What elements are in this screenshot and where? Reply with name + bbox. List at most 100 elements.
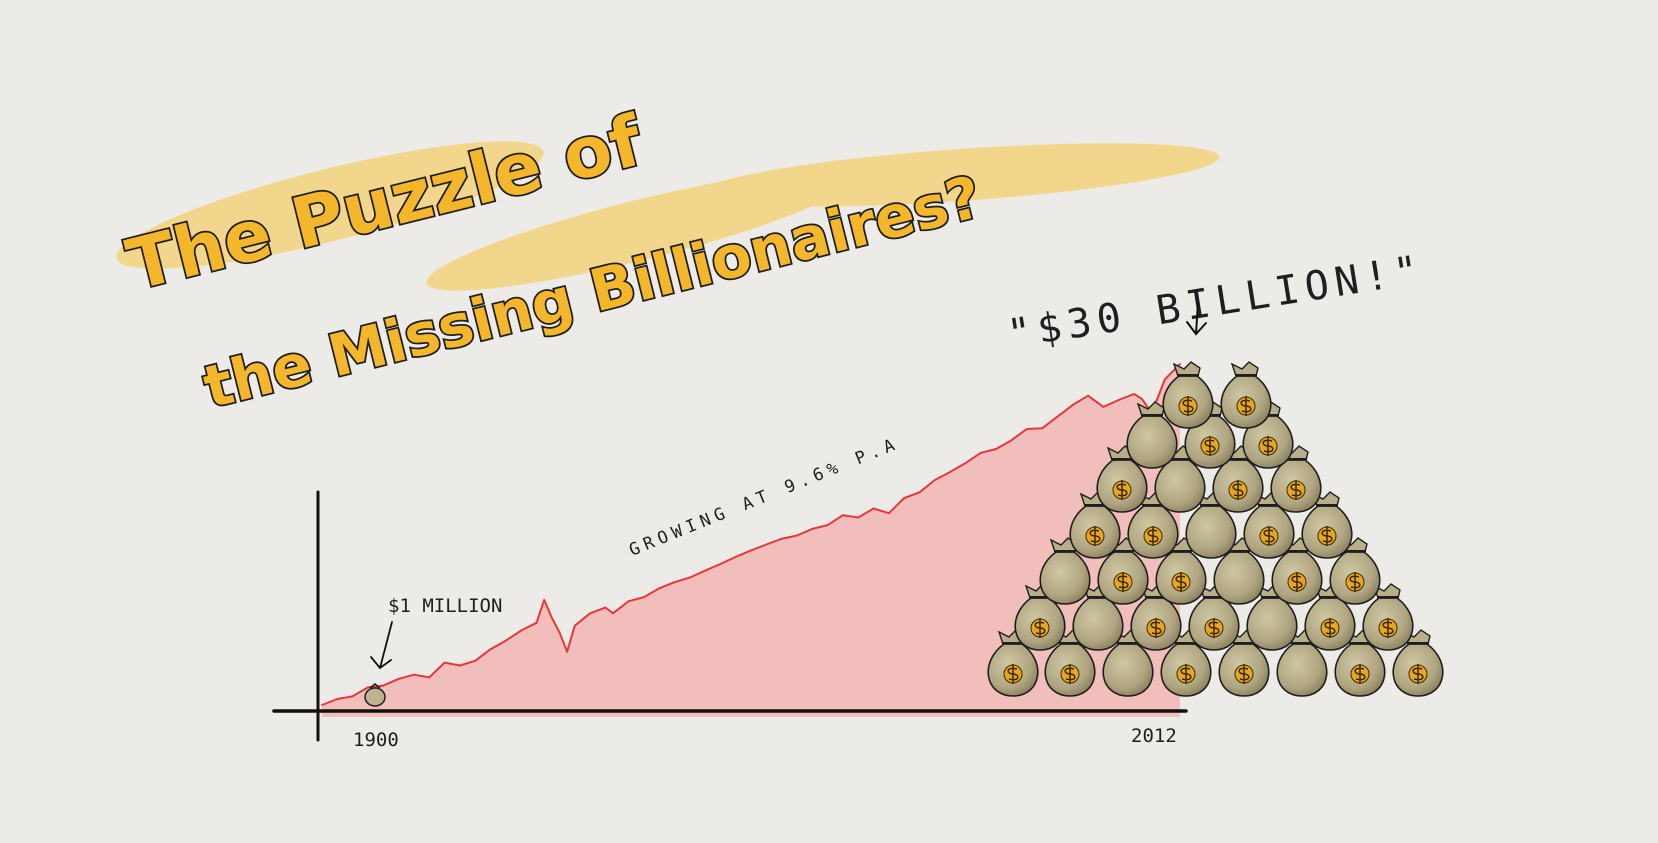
dollar-glyph xyxy=(1034,618,1046,638)
data-point-1992 xyxy=(1025,428,1028,430)
data-point-1960 xyxy=(780,537,783,540)
data-point-1937 xyxy=(604,606,607,609)
money-bag-icon xyxy=(1162,361,1214,429)
dollar-glyph xyxy=(1208,618,1220,638)
data-point-1964 xyxy=(811,528,814,530)
growth-points xyxy=(321,363,1181,706)
data-point-1914 xyxy=(428,676,431,679)
title-highlights xyxy=(116,141,1220,291)
dollar-glyph xyxy=(1150,618,1162,638)
money-bag-icon xyxy=(1301,491,1353,559)
data-point-1958 xyxy=(765,543,768,546)
money-bag-icon xyxy=(1097,537,1149,605)
data-point-1974 xyxy=(888,512,890,515)
dollar-glyph xyxy=(1064,664,1076,684)
data-point-2007 xyxy=(1140,397,1143,400)
money-bag-icon xyxy=(1243,491,1295,559)
small-money-bag-icon xyxy=(364,683,386,707)
data-point-1978 xyxy=(918,491,921,494)
data-point-2000 xyxy=(1087,394,1089,397)
dollar-glyph xyxy=(1238,664,1250,684)
data-point-1910 xyxy=(397,678,400,680)
money-bag-pile xyxy=(987,361,1444,697)
data-point-1908 xyxy=(382,684,385,687)
money-bag-icon xyxy=(1220,361,1272,429)
x-end-label: 2012 xyxy=(1131,725,1177,747)
dollar-glyph xyxy=(1412,664,1424,684)
dollar-glyph xyxy=(1349,572,1361,592)
data-point-1929 xyxy=(543,599,546,601)
dollar-glyph xyxy=(1117,572,1129,592)
dollar-glyph xyxy=(1324,618,1336,638)
data-point-1902 xyxy=(336,698,339,700)
data-point-1920 xyxy=(474,659,477,662)
data-point-1931 xyxy=(558,631,561,634)
dollar-glyph xyxy=(1116,480,1128,500)
end-annotation: "$30 BILLION!" xyxy=(1004,247,1427,358)
dollar-glyph xyxy=(1007,664,1019,684)
data-point-1962 xyxy=(796,534,798,537)
data-point-1994 xyxy=(1041,427,1043,430)
data-point-2012 xyxy=(1179,363,1181,365)
data-point-1968 xyxy=(842,514,844,517)
start-annotation: $1 MILLION xyxy=(388,595,502,617)
growth-line xyxy=(321,363,1181,706)
data-point-1976 xyxy=(903,497,906,499)
dollar-glyph xyxy=(1240,396,1252,416)
data-point-1944 xyxy=(658,587,660,590)
money-bag-icon xyxy=(1069,491,1121,559)
data-point-1926 xyxy=(520,629,523,632)
data-point-1938 xyxy=(612,612,614,615)
data-point-1982 xyxy=(949,471,952,473)
data-point-1918 xyxy=(459,664,461,667)
data-point-1932 xyxy=(566,650,568,653)
data-point-1972 xyxy=(872,507,875,510)
dollar-glyph xyxy=(1290,480,1302,500)
data-point-1912 xyxy=(413,673,415,676)
data-point-1942 xyxy=(642,596,645,599)
money-bag-icon xyxy=(1044,629,1096,697)
data-point-1904 xyxy=(351,695,354,698)
money-bag-icon xyxy=(1270,445,1322,513)
data-point-1935 xyxy=(589,612,591,615)
data-point-2006 xyxy=(1133,393,1135,395)
data-point-1950 xyxy=(704,569,706,572)
start-arrow xyxy=(370,621,393,670)
dollar-glyph xyxy=(1182,396,1194,416)
data-point-1988 xyxy=(995,448,997,450)
dollar-glyph xyxy=(1262,436,1274,456)
data-point-1946 xyxy=(673,581,676,584)
dollar-glyph xyxy=(1382,618,1394,638)
data-point-1930 xyxy=(550,616,553,619)
money-bag-icon xyxy=(1242,401,1294,469)
data-point-1924 xyxy=(505,639,507,642)
dollar-glyph xyxy=(1263,526,1275,546)
dollar-glyph xyxy=(1232,480,1244,500)
money-bag-icon xyxy=(1130,583,1182,651)
money-bag-icon xyxy=(1212,445,1264,513)
data-point-1900 xyxy=(321,704,323,706)
data-point-1928 xyxy=(535,621,538,624)
dollar-glyph xyxy=(1321,526,1333,546)
data-point-1916 xyxy=(443,661,446,664)
dollar-glyph xyxy=(1089,526,1101,546)
growth-area xyxy=(322,364,1180,717)
data-point-1990 xyxy=(1010,439,1013,442)
end-arrow xyxy=(1186,301,1207,336)
money-bag-icon xyxy=(987,629,1039,697)
data-point-1998 xyxy=(1071,404,1074,406)
data-point-1952 xyxy=(719,563,722,565)
money-bag-icon xyxy=(1392,629,1444,697)
data-point-1984 xyxy=(964,462,967,464)
dollar-glyph xyxy=(1291,572,1303,592)
data-point-1954 xyxy=(734,556,737,558)
data-point-1906 xyxy=(367,686,369,689)
data-point-1966 xyxy=(826,524,829,526)
data-point-1948 xyxy=(688,576,691,579)
data-point-2010 xyxy=(1163,378,1166,381)
data-point-1922 xyxy=(489,648,492,651)
data-point-1933 xyxy=(573,624,576,627)
money-bag-icon xyxy=(1329,537,1381,605)
